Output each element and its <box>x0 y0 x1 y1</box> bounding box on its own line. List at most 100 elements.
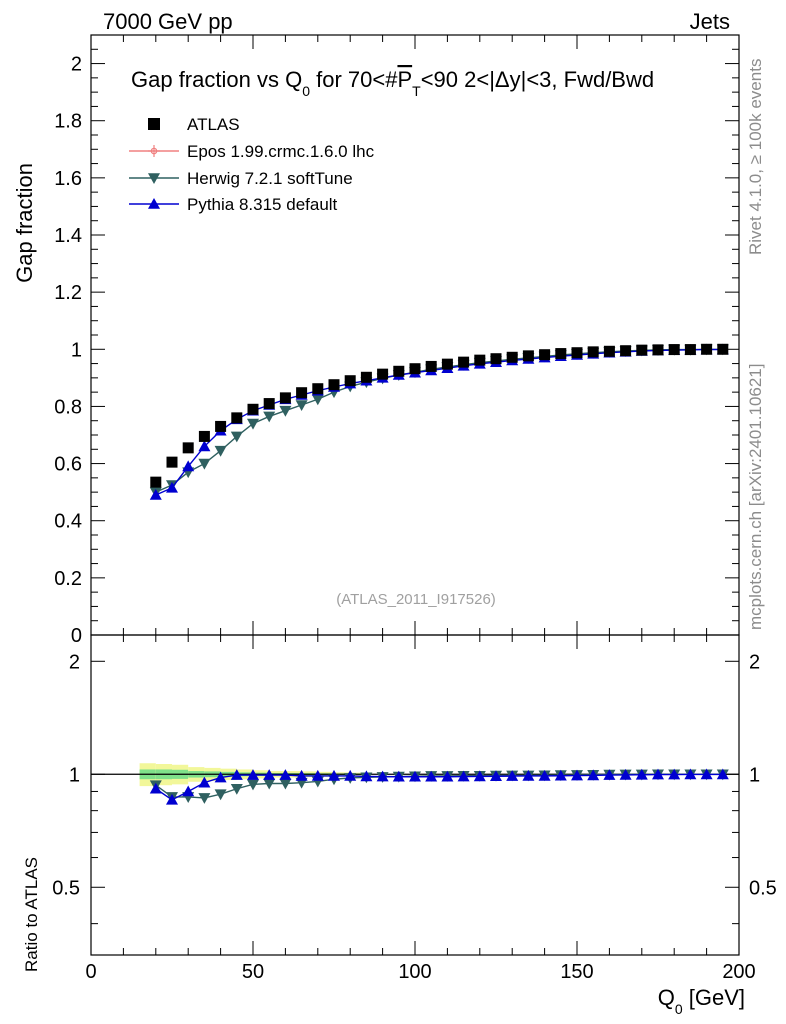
point-0-19 <box>458 356 470 368</box>
point-0-6 <box>247 403 259 415</box>
ratio-point-0-7 <box>263 778 276 790</box>
ratio-y-tick-label-right: 1 <box>749 764 760 786</box>
legend-marker-1-ring <box>150 147 158 155</box>
main-series-layer <box>149 343 729 500</box>
ratio-point-1-17 <box>425 770 438 782</box>
point-0-1 <box>166 456 178 468</box>
point-0-27 <box>587 346 599 358</box>
point-0-22 <box>506 351 518 363</box>
ratio-point-1-12 <box>344 769 357 781</box>
ratio-point-1-16 <box>409 770 421 782</box>
point-2-7 <box>263 411 276 423</box>
y-tick-label: 0.4 <box>54 511 82 533</box>
ratio-series-layer <box>149 768 729 805</box>
point-0-12 <box>344 375 356 387</box>
ratio-point-1-27 <box>587 769 600 781</box>
header-right: Jets <box>690 9 730 34</box>
ratio-point-1-18 <box>441 770 454 782</box>
point-3-3 <box>198 440 211 452</box>
legend-label-0: ATLAS <box>187 115 240 134</box>
point-2-9 <box>295 400 308 411</box>
point-0-5 <box>231 412 243 424</box>
ratio-point-1-32 <box>668 768 681 780</box>
y-tick-label: 1.4 <box>54 225 82 247</box>
y-tick-label: 1.6 <box>54 168 82 190</box>
legend-marker-3 <box>148 198 160 209</box>
point-0-16 <box>409 363 421 375</box>
analysis-reference: (ATLAS_2011_I917526) <box>336 591 496 608</box>
ratio-point-1-25 <box>554 769 567 781</box>
legend-label-3: Pythia 8.315 default <box>187 195 338 214</box>
legend: ATLAS Epos 1.99.crmc.1.6.0 lhc Herwig 7.2.… <box>129 115 375 214</box>
header-left: 7000 GeV pp <box>103 9 233 34</box>
point-0-9 <box>296 387 308 399</box>
ratio-y-tick-label: 0.5 <box>52 877 80 899</box>
point-0-4 <box>215 420 227 432</box>
x-tick-label: 150 <box>560 961 593 983</box>
point-2-10 <box>311 394 324 406</box>
axes-layer: 0 50 100 150 200 0 0.2 0.4 0.6 0.8 1 1.2 1.4 1.6 1.8 2 0… <box>52 34 777 983</box>
point-0-10 <box>312 383 324 395</box>
ratio-y-tick-label-right: 0.5 <box>749 877 777 899</box>
point-0-18 <box>441 358 453 370</box>
y-tick-label: 1.2 <box>54 282 82 304</box>
ratio-point-0-4 <box>214 789 227 801</box>
point-2-4 <box>214 445 227 457</box>
point-0-34 <box>701 343 713 355</box>
point-0-24 <box>539 349 551 361</box>
point-0-15 <box>393 365 405 377</box>
point-0-29 <box>620 345 632 357</box>
x-axis-label: Q0 [GeV] <box>658 985 745 1017</box>
point-0-25 <box>555 348 567 360</box>
point-0-13 <box>360 371 372 383</box>
x-tick-label: 0 <box>85 961 96 983</box>
point-2-5 <box>230 431 243 443</box>
point-0-3 <box>198 430 210 442</box>
point-0-31 <box>652 344 664 356</box>
ratio-point-1-5 <box>230 769 243 780</box>
y-tick-label: 0 <box>71 625 82 647</box>
ratio-point-1-19 <box>457 770 470 782</box>
legend-label-1: Epos 1.99.crmc.1.6.0 lhc <box>187 142 375 161</box>
legend-marker-1 <box>148 145 160 157</box>
ratio-point-1-29 <box>619 768 632 780</box>
point-2-3 <box>198 458 211 470</box>
point-0-7 <box>263 398 275 410</box>
ratio-point-0-6 <box>247 779 259 791</box>
ratio-point-1-4 <box>214 771 227 783</box>
point-0-23 <box>522 350 534 362</box>
ratio-point-1-7 <box>263 769 276 780</box>
ratio-y-tick-label-right: 2 <box>749 651 760 673</box>
ratio-point-1-3 <box>198 776 211 788</box>
ratio-point-1-24 <box>538 769 551 781</box>
point-0-14 <box>377 368 389 380</box>
ratio-point-1-35 <box>716 768 729 780</box>
ratio-y-tick-label: 2 <box>69 651 80 673</box>
y-tick-label: 1.8 <box>54 111 82 133</box>
ratio-point-1-30 <box>635 768 648 780</box>
ratio-point-1-13 <box>360 770 373 782</box>
point-3-1 <box>166 481 178 493</box>
x-tick-label: 50 <box>242 961 264 983</box>
rivet-label: Rivet 4.1.0, ≥ 100k events <box>746 59 765 255</box>
ratio-point-1-21 <box>490 770 502 782</box>
ratio-point-1-10 <box>311 769 324 781</box>
point-0-17 <box>425 360 437 372</box>
point-2-8 <box>279 405 292 417</box>
ratio-point-1-22 <box>506 770 519 781</box>
legend-marker-0 <box>148 118 160 130</box>
ratio-point-1-33 <box>684 768 697 780</box>
point-0-20 <box>474 354 486 366</box>
y-tick-label: 0.8 <box>54 396 82 418</box>
point-0-35 <box>717 343 729 355</box>
ratio-point-1-26 <box>571 769 583 781</box>
point-0-0 <box>150 476 162 488</box>
point-0-30 <box>636 344 648 356</box>
ratio-point-1-28 <box>603 769 616 780</box>
legend-label-2: Herwig 7.2.1 softTune <box>187 169 353 188</box>
ratio-point-1-1 <box>166 793 178 805</box>
y-axis-label: Gap fraction <box>12 163 37 283</box>
ratio-point-0-3 <box>198 793 211 804</box>
ratio-y-axis-label: Ratio to ATLAS <box>22 857 41 972</box>
